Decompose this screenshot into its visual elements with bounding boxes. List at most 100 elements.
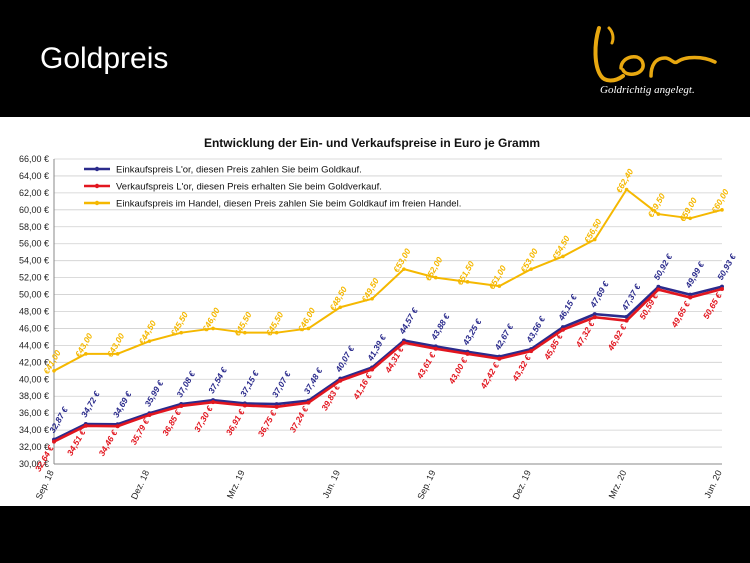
x-tick-label: Dez. 19	[511, 469, 533, 501]
data-point	[370, 296, 374, 301]
data-point	[720, 208, 724, 212]
header-bar: Goldpreis Goldrichtig angelegt.	[0, 0, 750, 117]
data-label: €54,50	[550, 234, 572, 262]
series-line	[53, 285, 723, 441]
y-tick-label: 42,00 €	[19, 357, 49, 367]
y-tick-label: 40,00 €	[19, 374, 49, 384]
data-label: €44,50	[137, 318, 159, 346]
y-tick-label: 62,00 €	[19, 188, 49, 198]
data-label: 37,15 €	[238, 368, 261, 399]
data-point	[147, 412, 152, 417]
data-label: 39,83 €	[319, 382, 342, 413]
data-label: 43,25 €	[460, 316, 484, 348]
x-tick-label: Dez. 18	[129, 469, 151, 501]
data-label: 34,72 €	[79, 388, 102, 419]
data-point	[338, 305, 343, 310]
data-point	[402, 267, 406, 271]
y-tick-label: 48,00 €	[19, 307, 49, 317]
data-label: 37,54 €	[206, 364, 229, 395]
data-label: 37,08 €	[174, 368, 197, 399]
lor-logo	[593, 26, 717, 83]
y-tick-label: 66,00 €	[19, 154, 49, 164]
data-point	[497, 284, 502, 288]
data-point	[433, 346, 438, 351]
data-point	[656, 212, 661, 216]
series-line	[53, 287, 723, 443]
data-label: 34,69 €	[111, 389, 134, 420]
data-label: 34,46 €	[97, 427, 120, 458]
data-point	[497, 356, 502, 361]
data-label: 44,57 €	[396, 305, 420, 337]
data-point	[720, 287, 724, 292]
data-label: €51,00	[486, 263, 508, 291]
data-label: €49,50	[359, 276, 381, 304]
data-label: 36,75 €	[256, 408, 279, 439]
data-point	[52, 369, 56, 373]
data-label: 36,91 €	[224, 406, 247, 437]
data-label: 37,24 €	[287, 404, 310, 435]
y-tick-label: 32,00 €	[19, 442, 49, 452]
chart-title: Entwicklung der Ein- und Verkaufspreise …	[204, 136, 540, 150]
y-tick-label: 54,00 €	[19, 256, 49, 266]
data-point	[211, 326, 215, 331]
x-tick-label: Sep. 19	[415, 469, 437, 501]
data-point	[688, 292, 693, 297]
y-tick-label: 36,00 €	[19, 408, 49, 418]
data-label: €62,40	[614, 167, 636, 195]
y-tick-label: 30,00 €	[19, 459, 49, 469]
data-point	[624, 314, 629, 319]
y-tick-label: 56,00 €	[19, 239, 49, 249]
legend-label: Einkaufspreis L'or, diesen Preis zahlen …	[116, 165, 362, 176]
data-point	[656, 284, 661, 289]
data-label: 46,92 €	[605, 322, 629, 354]
data-point	[243, 330, 247, 335]
data-point	[433, 275, 438, 280]
chart-panel: Entwicklung der Ein- und Verkaufspreise …	[0, 117, 750, 506]
data-label: €48,50	[327, 285, 349, 313]
y-tick-label: 44,00 €	[19, 340, 49, 350]
legend-label: Einkaufspreis im Handel, diesen Preis za…	[116, 199, 461, 210]
data-label: 49,65 €	[669, 298, 693, 330]
data-point	[561, 254, 565, 259]
data-label: €53,00	[518, 246, 540, 274]
data-point	[52, 439, 56, 444]
data-label: €60,00	[709, 187, 731, 215]
data-label: 50,92 €	[651, 251, 674, 282]
data-point	[147, 339, 152, 343]
data-label: 50,93 €	[715, 251, 738, 282]
x-tick-label: Jun. 20	[702, 469, 724, 500]
data-point	[529, 267, 533, 271]
legend-marker	[94, 166, 100, 172]
data-point	[338, 378, 343, 383]
data-label: €59,00	[677, 196, 699, 224]
y-tick-label: 58,00 €	[19, 222, 49, 232]
data-point	[560, 327, 565, 332]
data-point	[179, 330, 184, 335]
data-label: 46,15 €	[556, 292, 580, 324]
y-tick-label: 46,00 €	[19, 323, 49, 333]
data-label: 43,00 €	[446, 355, 470, 387]
data-point	[688, 295, 693, 300]
data-point	[84, 352, 88, 356]
data-point	[370, 367, 375, 372]
data-point	[592, 237, 597, 242]
data-label: €45,50	[168, 310, 190, 338]
data-point	[529, 349, 534, 354]
data-label: 35,99 €	[143, 378, 166, 409]
data-label: 43,61 €	[414, 350, 438, 382]
brand-tagline: Goldrichtig angelegt.	[600, 84, 695, 96]
x-tick-label: Mrz. 19	[225, 469, 247, 500]
data-label: 45,85 €	[541, 331, 565, 363]
y-tick-label: 64,00 €	[19, 171, 49, 181]
data-point	[274, 330, 279, 335]
data-label: 37,30 €	[192, 403, 215, 434]
y-tick-label: 52,00 €	[19, 273, 49, 283]
data-point	[656, 287, 661, 292]
data-label: 40,07 €	[333, 343, 357, 375]
data-label: 43,88 €	[428, 311, 452, 343]
slide-title: Goldpreis	[40, 42, 169, 75]
data-point	[115, 352, 120, 356]
y-tick-label: 50,00 €	[19, 290, 49, 300]
data-label: 42,42 €	[478, 360, 502, 392]
data-point	[592, 315, 597, 320]
